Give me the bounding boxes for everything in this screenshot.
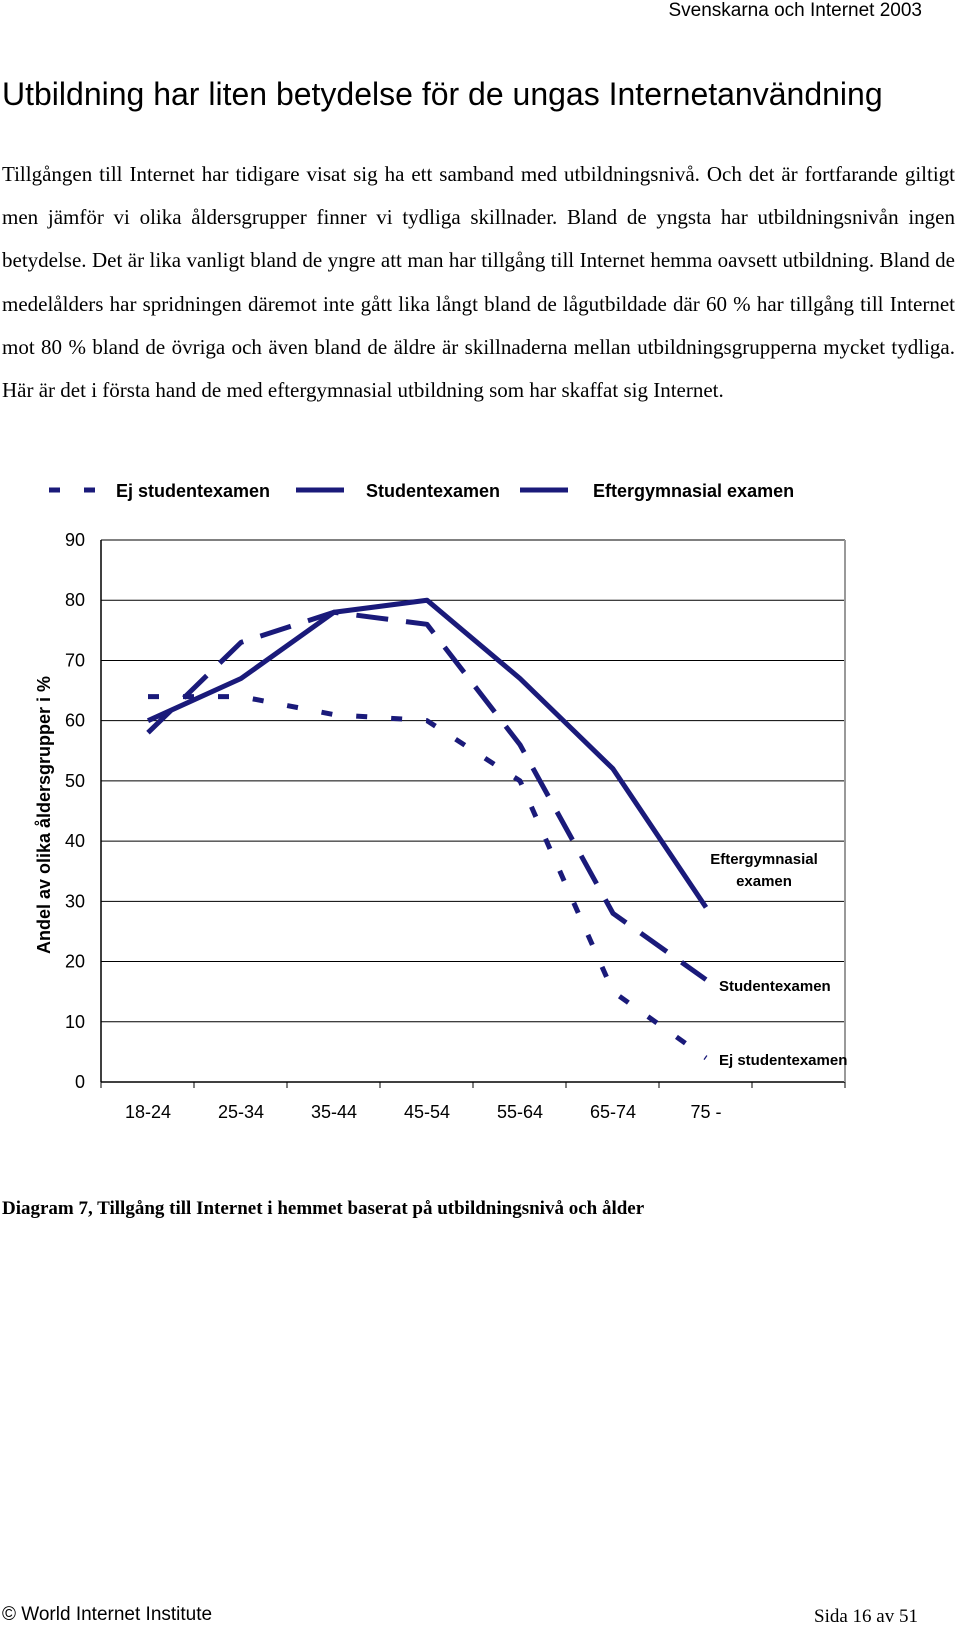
figure-caption: Diagram 7, Tillgång till Internet i hemm… bbox=[2, 1198, 645, 1219]
y-tick-labels: 0 10 20 30 40 50 60 70 80 90 bbox=[65, 530, 85, 1092]
y-tick-label-90: 90 bbox=[65, 530, 85, 550]
y-axis-label: Andel av olika åldersgrupper i % bbox=[34, 676, 54, 954]
x-tick-label-75 -: 75 - bbox=[690, 1102, 721, 1122]
y-tick-label-0: 0 bbox=[75, 1072, 85, 1092]
x-tick-label-35-44: 35-44 bbox=[311, 1102, 357, 1122]
chart-axes bbox=[100, 540, 846, 1088]
x-tick-label-45-54: 45-54 bbox=[404, 1102, 450, 1122]
footer-copyright: © World Internet Institute bbox=[2, 1604, 213, 1625]
end-label-eftergymnasial-0: Eftergymnasial bbox=[710, 851, 818, 868]
series-end-labels: Eftergymnasial examen Studentexamen Ej stud… bbox=[710, 851, 847, 1069]
y-tick-label-60: 60 bbox=[65, 711, 85, 731]
end-label-ej-studentexamen: Ej studentexamen bbox=[719, 1052, 847, 1069]
line-chart: Ej studentexamen Studentexamen Eftergymnas… bbox=[34, 481, 847, 1122]
legend-label-2: Eftergymnasial examen bbox=[593, 481, 794, 501]
chart-gridlines bbox=[101, 539, 845, 1023]
footer-page-number: Sida 16 av 51 bbox=[814, 1606, 918, 1627]
legend-label-1: Studentexamen bbox=[366, 481, 500, 501]
y-tick-label-20: 20 bbox=[65, 952, 85, 972]
x-tick-label-65-74: 65-74 bbox=[590, 1102, 636, 1122]
running-header: Svenskarna och Internet 2003 bbox=[668, 0, 922, 21]
y-tick-label-30: 30 bbox=[65, 891, 85, 911]
y-tick-label-50: 50 bbox=[65, 771, 85, 791]
y-tick-label-10: 10 bbox=[65, 1012, 85, 1032]
series-line-2 bbox=[146, 597, 709, 909]
section-title: Utbildning har liten betydelse för de un… bbox=[2, 76, 883, 112]
x-tick-label-25-34: 25-34 bbox=[218, 1102, 264, 1122]
series-line-0 bbox=[148, 694, 708, 1060]
legend-label-0: Ej studentexamen bbox=[116, 481, 270, 501]
x-tick-labels: 18-24 25-34 35-44 45-54 55-64 65-74 75 - bbox=[125, 1102, 722, 1122]
end-label-studentexamen: Studentexamen bbox=[719, 978, 831, 995]
series-line-1 bbox=[146, 609, 708, 982]
chart-legend: Ej studentexamen Studentexamen Eftergymnas… bbox=[49, 481, 794, 501]
chart-series bbox=[146, 597, 709, 1060]
x-tick-label-55-64: 55-64 bbox=[497, 1102, 543, 1122]
body-paragraph: Tillgången till Internet har tidigare vi… bbox=[2, 162, 955, 403]
y-tick-label-70: 70 bbox=[65, 650, 85, 670]
end-label-eftergymnasial-1: examen bbox=[736, 873, 792, 890]
y-tick-label-40: 40 bbox=[65, 831, 85, 851]
y-tick-label-80: 80 bbox=[65, 590, 85, 610]
x-tick-label-18-24: 18-24 bbox=[125, 1102, 171, 1122]
